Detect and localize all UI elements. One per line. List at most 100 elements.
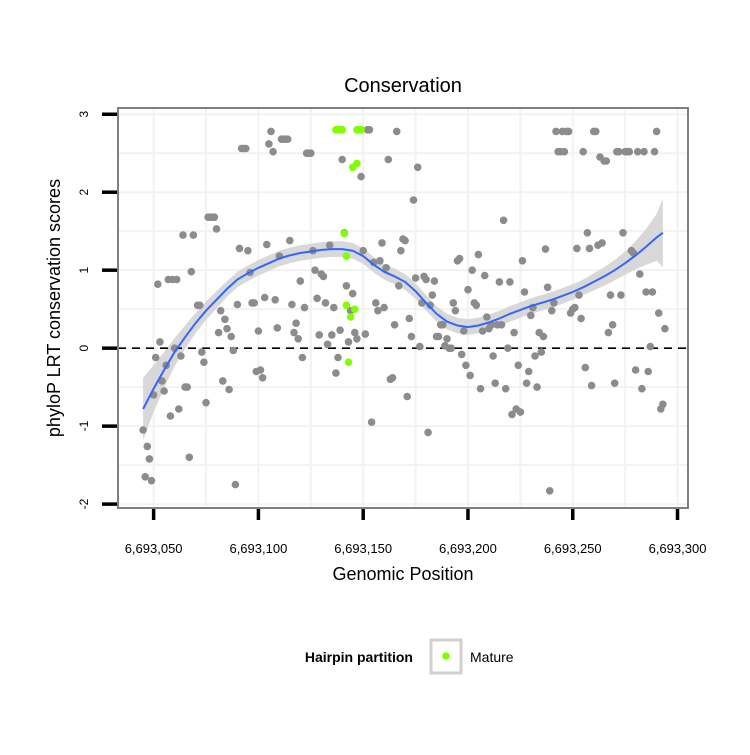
data-point bbox=[449, 299, 458, 307]
data-point bbox=[451, 306, 460, 315]
data-point bbox=[145, 455, 154, 463]
data-point bbox=[195, 301, 204, 310]
data-point bbox=[659, 400, 667, 409]
data-point bbox=[229, 346, 238, 355]
data-point bbox=[462, 361, 470, 370]
y-tick-label: -2 bbox=[77, 498, 91, 509]
data-point bbox=[292, 319, 300, 328]
data-point-mature bbox=[342, 301, 351, 310]
data-point bbox=[374, 306, 382, 315]
confidence-band-layer bbox=[143, 198, 663, 441]
plot-panel-border bbox=[117, 107, 689, 509]
x-tick-label: 6,693,150 bbox=[334, 541, 392, 556]
x-tick-label: 6,693,300 bbox=[649, 541, 707, 556]
legend-label-mature: Mature bbox=[470, 649, 514, 665]
data-point bbox=[636, 270, 644, 278]
data-point bbox=[579, 147, 587, 156]
data-point bbox=[640, 147, 648, 156]
data-point bbox=[283, 135, 292, 143]
data-point bbox=[619, 229, 627, 237]
data-point bbox=[328, 331, 336, 339]
data-point bbox=[545, 487, 554, 495]
data-point bbox=[344, 338, 353, 346]
y-axis-title: phyloP LRT conservation scores bbox=[44, 179, 64, 437]
data-point bbox=[537, 348, 546, 356]
data-point bbox=[409, 196, 418, 204]
data-point-mature bbox=[338, 126, 347, 134]
data-point bbox=[413, 163, 422, 172]
data-point bbox=[443, 335, 451, 343]
y-tick-label: -1 bbox=[77, 420, 91, 431]
data-point bbox=[401, 236, 409, 245]
legend-key-mature-icon bbox=[442, 652, 450, 660]
data-point bbox=[531, 352, 539, 360]
data-point bbox=[430, 277, 439, 285]
data-point bbox=[311, 266, 319, 275]
data-point bbox=[256, 366, 265, 374]
data-point bbox=[464, 285, 472, 294]
data-point bbox=[646, 342, 655, 351]
legend-title: Hairpin partition bbox=[305, 649, 413, 665]
data-point-mature bbox=[353, 159, 361, 168]
data-point bbox=[476, 384, 485, 393]
data-point bbox=[321, 299, 330, 307]
data-point bbox=[298, 353, 307, 362]
data-point bbox=[156, 338, 164, 346]
data-point bbox=[271, 296, 280, 304]
data-point bbox=[652, 127, 661, 136]
data-point bbox=[633, 147, 642, 156]
data-point bbox=[233, 300, 242, 309]
chart-title: Conservation bbox=[344, 75, 462, 97]
data-point bbox=[154, 280, 162, 289]
x-tick-label: 6,693,250 bbox=[544, 541, 602, 556]
data-point bbox=[242, 144, 250, 153]
data-point bbox=[392, 127, 401, 136]
data-point bbox=[313, 294, 321, 303]
data-point-mature bbox=[357, 126, 365, 134]
data-point bbox=[608, 321, 617, 329]
confidence-band bbox=[143, 198, 663, 441]
data-point bbox=[571, 303, 579, 312]
data-point bbox=[501, 384, 510, 393]
data-point bbox=[221, 315, 229, 324]
data-point bbox=[172, 275, 181, 284]
data-point bbox=[508, 410, 516, 419]
x-axis-title: Genomic Position bbox=[332, 564, 473, 584]
data-point bbox=[510, 328, 518, 337]
data-point bbox=[457, 350, 466, 359]
data-point bbox=[468, 266, 477, 275]
data-point bbox=[258, 374, 267, 382]
data-point bbox=[367, 418, 376, 427]
data-point bbox=[550, 299, 558, 307]
data-point bbox=[661, 324, 669, 333]
data-point bbox=[552, 127, 560, 136]
data-point bbox=[483, 313, 491, 321]
data-point bbox=[577, 314, 585, 323]
data-point bbox=[403, 392, 412, 401]
data-point bbox=[405, 314, 414, 323]
data-point bbox=[187, 267, 196, 276]
data-point bbox=[543, 283, 552, 292]
data-point bbox=[300, 303, 309, 312]
data-point bbox=[231, 480, 240, 489]
data-point bbox=[330, 303, 338, 312]
data-point bbox=[539, 332, 548, 341]
data-point bbox=[460, 327, 468, 335]
data-point bbox=[185, 453, 194, 462]
y-tick-label: 0 bbox=[77, 345, 91, 352]
data-point bbox=[407, 332, 416, 341]
data-point bbox=[166, 412, 175, 420]
data-point bbox=[617, 291, 625, 299]
data-point bbox=[478, 327, 487, 335]
data-point bbox=[365, 126, 374, 134]
data-point bbox=[384, 155, 393, 164]
data-point bbox=[602, 157, 611, 165]
data-point bbox=[273, 324, 282, 332]
data-point bbox=[265, 140, 273, 148]
data-point bbox=[141, 473, 149, 481]
data-point bbox=[564, 127, 573, 136]
data-point bbox=[307, 149, 315, 157]
legend: Hairpin partition Mature bbox=[305, 638, 514, 675]
data-point bbox=[648, 288, 657, 296]
